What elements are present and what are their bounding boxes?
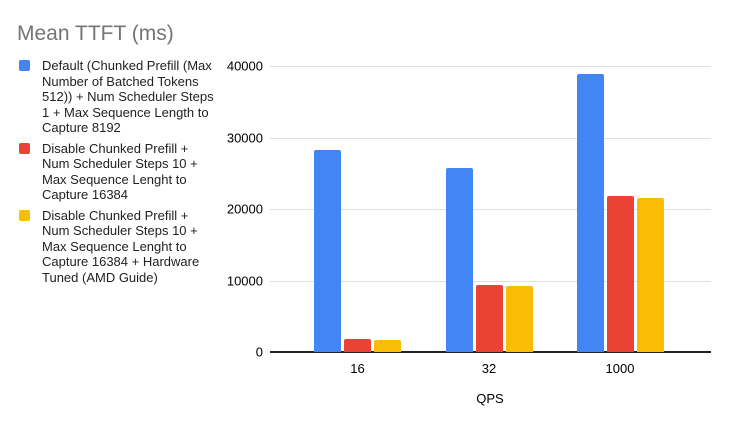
legend-label: Default (Chunked Prefill (Max Number of … [42, 58, 214, 135]
bar [606, 196, 634, 352]
legend-item-disable-chunked-prefill: Disable Chunked Prefill + Num Scheduler … [19, 141, 251, 203]
gridline [270, 209, 711, 210]
square-icon [19, 209, 30, 221]
legend-label: Disable Chunked Prefill + Num Scheduler … [42, 207, 200, 285]
plot-area [270, 66, 711, 353]
bar [505, 286, 533, 352]
y-tick-label: 0 [255, 344, 263, 360]
bar [344, 339, 371, 352]
chart-title: Mean TTFT (ms) [17, 22, 174, 45]
bar [314, 150, 341, 352]
x-axis-line [270, 351, 711, 353]
bar [475, 284, 503, 352]
x-axis-title: QPS [476, 391, 504, 406]
legend: Default (Chunked Prefill (Max Number of … [19, 58, 251, 290]
bar-group-32 [445, 66, 533, 352]
bar [445, 167, 473, 352]
square-icon [19, 142, 30, 154]
bar [636, 198, 664, 352]
gridline [270, 280, 711, 282]
gridline [270, 66, 711, 67]
bar [374, 339, 401, 352]
x-tick-label: 1000 [605, 361, 635, 376]
x-tick-label: 32 [481, 361, 497, 376]
gridline [270, 137, 711, 139]
square-icon [19, 60, 30, 71]
legend-label: Disable Chunked Prefill + Num Scheduler … [42, 140, 198, 203]
bar [576, 73, 604, 352]
bar-group-16 [314, 66, 401, 352]
x-tick-label: 16 [350, 361, 365, 376]
legend-item-default: Default (Chunked Prefill (Max Number of … [19, 58, 251, 136]
bar-group-1000 [576, 66, 664, 352]
legend-item-hardware-tuned: Disable Chunked Prefill + Num Scheduler … [19, 208, 251, 286]
